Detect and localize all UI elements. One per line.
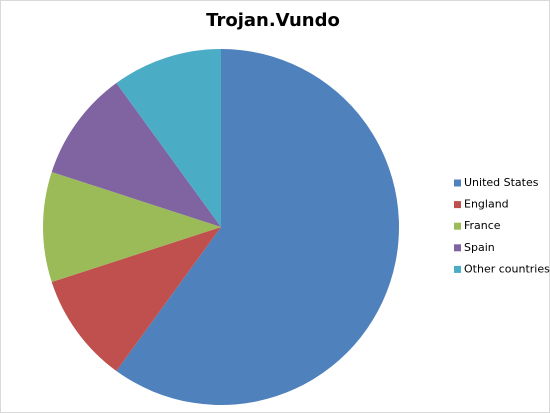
legend-label: Other countries <box>464 262 550 275</box>
legend-swatch <box>454 222 461 230</box>
legend-label: England <box>464 198 509 211</box>
pie-slice <box>51 227 221 372</box>
pie-slice <box>116 49 400 406</box>
legend-swatch <box>454 179 461 187</box>
legend-label: France <box>464 219 501 232</box>
chart-title: Trojan.Vundo <box>206 10 340 31</box>
pie-slice <box>42 171 221 283</box>
pie-slice <box>116 49 221 227</box>
legend-swatch <box>454 201 461 209</box>
pie-slice <box>51 82 221 228</box>
legend-label: Spain <box>464 241 495 254</box>
legend-label: United States <box>464 176 539 189</box>
legend-swatch <box>454 244 461 252</box>
legend-swatch <box>454 265 461 273</box>
